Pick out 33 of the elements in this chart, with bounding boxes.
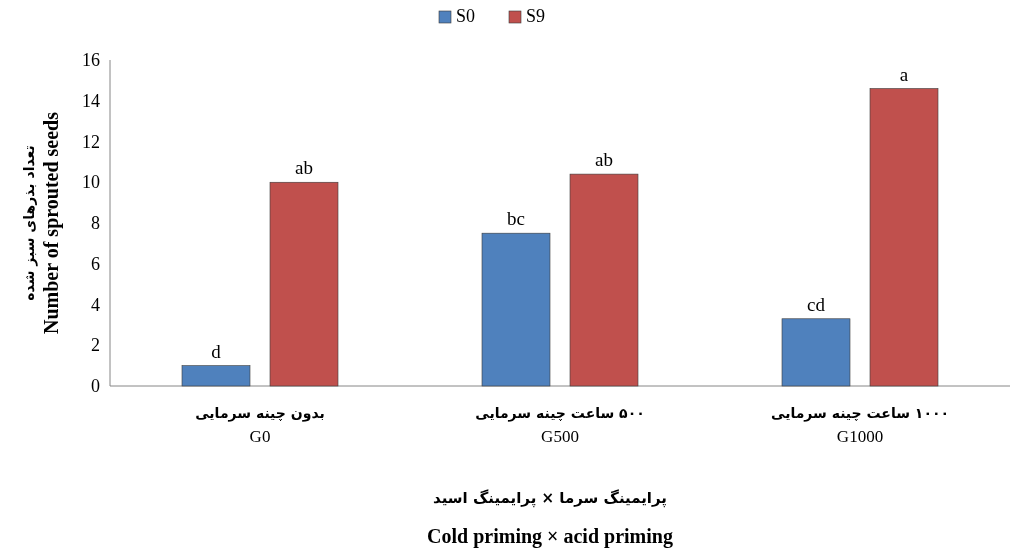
data-label: ab [295, 157, 313, 179]
data-label: ab [595, 149, 613, 171]
bar [869, 88, 939, 387]
bar [481, 232, 551, 387]
y-tick-label: 8 [91, 213, 100, 233]
data-label: d [211, 340, 222, 362]
text: ۵۰۰ ساعت چینه سرمایی [475, 405, 645, 422]
y-tick-label: 14 [82, 90, 100, 111]
x-axis-title: Cold priming × acid priming [427, 525, 673, 548]
data-label: a [899, 63, 909, 85]
bar [269, 181, 339, 387]
y-tick-label: 6 [91, 253, 100, 274]
data-label: cd [807, 293, 826, 315]
legend-label: S9 [526, 6, 546, 26]
x-tick-label: G500 [541, 427, 579, 446]
x-tick-label: G0 [249, 427, 271, 446]
y-tick-label: 12 [82, 131, 100, 152]
y-tick-label: 4 [91, 294, 100, 315]
text: بدون چینه سرمایی [195, 405, 325, 422]
text: ۱۰۰۰ ساعت چینه سرمایی [770, 405, 950, 422]
bar [569, 173, 639, 387]
legend-label: S0 [456, 6, 476, 26]
text: پرایمینگ سرما × پرایمینگ اسید [433, 489, 667, 508]
y-tick-label: 16 [82, 50, 100, 70]
x-tick-label: G1000 [836, 427, 884, 446]
bar [781, 318, 851, 387]
y-tick-label: 10 [82, 172, 100, 193]
y-tick-label: 0 [91, 376, 100, 396]
y-axis-title: Number of sprouted seeds [40, 111, 63, 335]
text: تعداد بذرهای سبز شده [21, 145, 38, 301]
y-tick-label: 2 [91, 335, 100, 356]
data-label: bc [507, 208, 525, 230]
bar [181, 365, 251, 387]
